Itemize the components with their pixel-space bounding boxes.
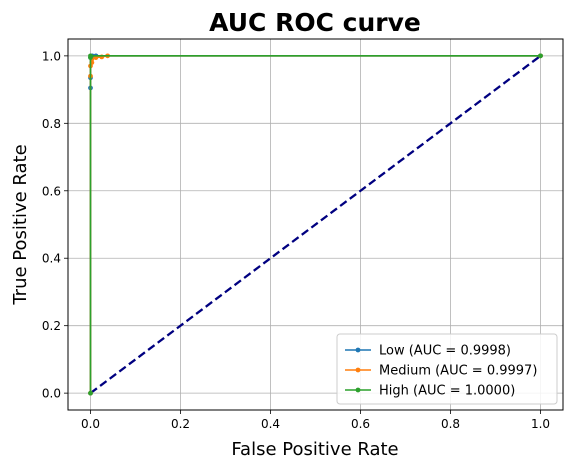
x-tick-label: 0.2	[171, 417, 190, 431]
legend-item: Low (AUC = 0.9998)	[345, 344, 511, 359]
legend: Low (AUC = 0.9998) Medium (AUC = 0.9997) H…	[336, 333, 558, 405]
legend-label: Medium (AUC = 0.9997)	[379, 364, 537, 379]
legend-label: Low (AUC = 0.9998)	[379, 344, 511, 359]
plot-frame	[67, 38, 564, 411]
diagonal-line	[89, 54, 542, 395]
y-axis-label: True Positive Rate	[10, 144, 31, 305]
series-2	[88, 53, 543, 396]
data-point	[538, 53, 543, 59]
chart-title: AUC ROC curve	[209, 8, 421, 37]
legend-swatch-marker	[355, 387, 361, 393]
x-tick-label: 0.6	[351, 417, 370, 431]
legend-label: High (AUC = 1.0000)	[379, 384, 515, 399]
data-point	[88, 390, 93, 396]
legend-box	[336, 333, 558, 405]
legend-item: Medium (AUC = 0.9997)	[345, 364, 537, 379]
legend-swatch-marker	[355, 367, 361, 373]
x-axis-label: False Positive Rate	[231, 439, 398, 460]
data-point	[88, 53, 93, 59]
axis-ticks: 0.0 0.2 0.4 0.6 0.8 1.0 0.0 0.2 0.4 0.6 0.8 1.0	[42, 49, 550, 431]
y-tick-label: 0.2	[42, 319, 61, 333]
y-tick-label: 0.6	[42, 184, 61, 198]
roc-series	[88, 53, 543, 396]
x-tick-label: 1.0	[531, 417, 550, 431]
y-tick-label: 0.4	[42, 252, 61, 266]
x-tick-label: 0.4	[261, 417, 280, 431]
diagonal-reference	[89, 54, 542, 395]
legend-item: High (AUC = 1.0000)	[345, 384, 515, 399]
legend-swatch-marker	[355, 347, 361, 353]
x-tick-label: 0.8	[441, 417, 460, 431]
x-tick-label: 0.0	[81, 417, 100, 431]
y-tick-label: 0.8	[42, 117, 61, 131]
y-tick-label: 1.0	[42, 49, 61, 63]
y-tick-label: 0.0	[42, 387, 61, 401]
